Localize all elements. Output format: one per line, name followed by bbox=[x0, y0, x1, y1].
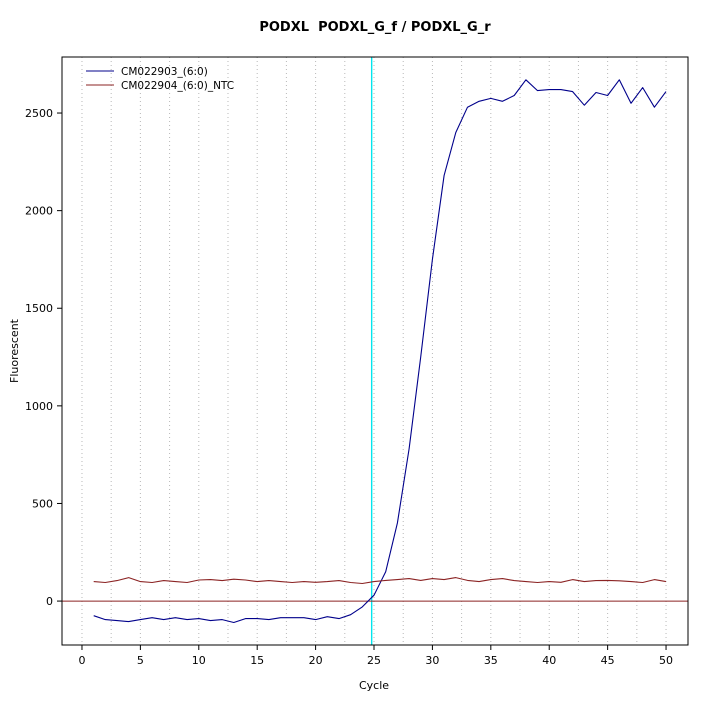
legend: CM022903_(6:0) CM022904_(6:0)_NTC bbox=[86, 66, 234, 92]
y-tick-label: 2000 bbox=[25, 205, 53, 218]
x-tick-label: 35 bbox=[484, 654, 498, 667]
series-line-0 bbox=[93, 79, 667, 624]
y-tick-label: 2500 bbox=[25, 107, 53, 120]
y-tick-label: 500 bbox=[32, 497, 53, 510]
x-tick-label: 25 bbox=[367, 654, 381, 667]
x-tick-label: 30 bbox=[425, 654, 439, 667]
x-tick-label: 40 bbox=[542, 654, 556, 667]
y-tick-label: 1500 bbox=[25, 302, 53, 315]
x-tick-label: 15 bbox=[250, 654, 264, 667]
x-tick-label: 5 bbox=[137, 654, 144, 667]
x-tick-label: 10 bbox=[192, 654, 206, 667]
x-tick-label: 0 bbox=[78, 654, 85, 667]
series-line-1 bbox=[93, 577, 667, 585]
y-tick-label: 0 bbox=[46, 595, 53, 608]
x-tick-label: 50 bbox=[659, 654, 673, 667]
legend-label-0: CM022903_(6:0) bbox=[121, 66, 208, 78]
x-tick-label: 45 bbox=[601, 654, 615, 667]
x-axis-label: Cycle bbox=[359, 679, 389, 692]
legend-label-1: CM022904_(6:0)_NTC bbox=[121, 80, 234, 92]
chart-title: PODXL PODXL_G_f / PODXL_G_r bbox=[259, 20, 491, 35]
y-tick-label: 1000 bbox=[25, 400, 53, 413]
y-axis-label: Fluorescent bbox=[8, 318, 21, 383]
x-tick-label: 20 bbox=[309, 654, 323, 667]
plot-border bbox=[61, 56, 689, 646]
